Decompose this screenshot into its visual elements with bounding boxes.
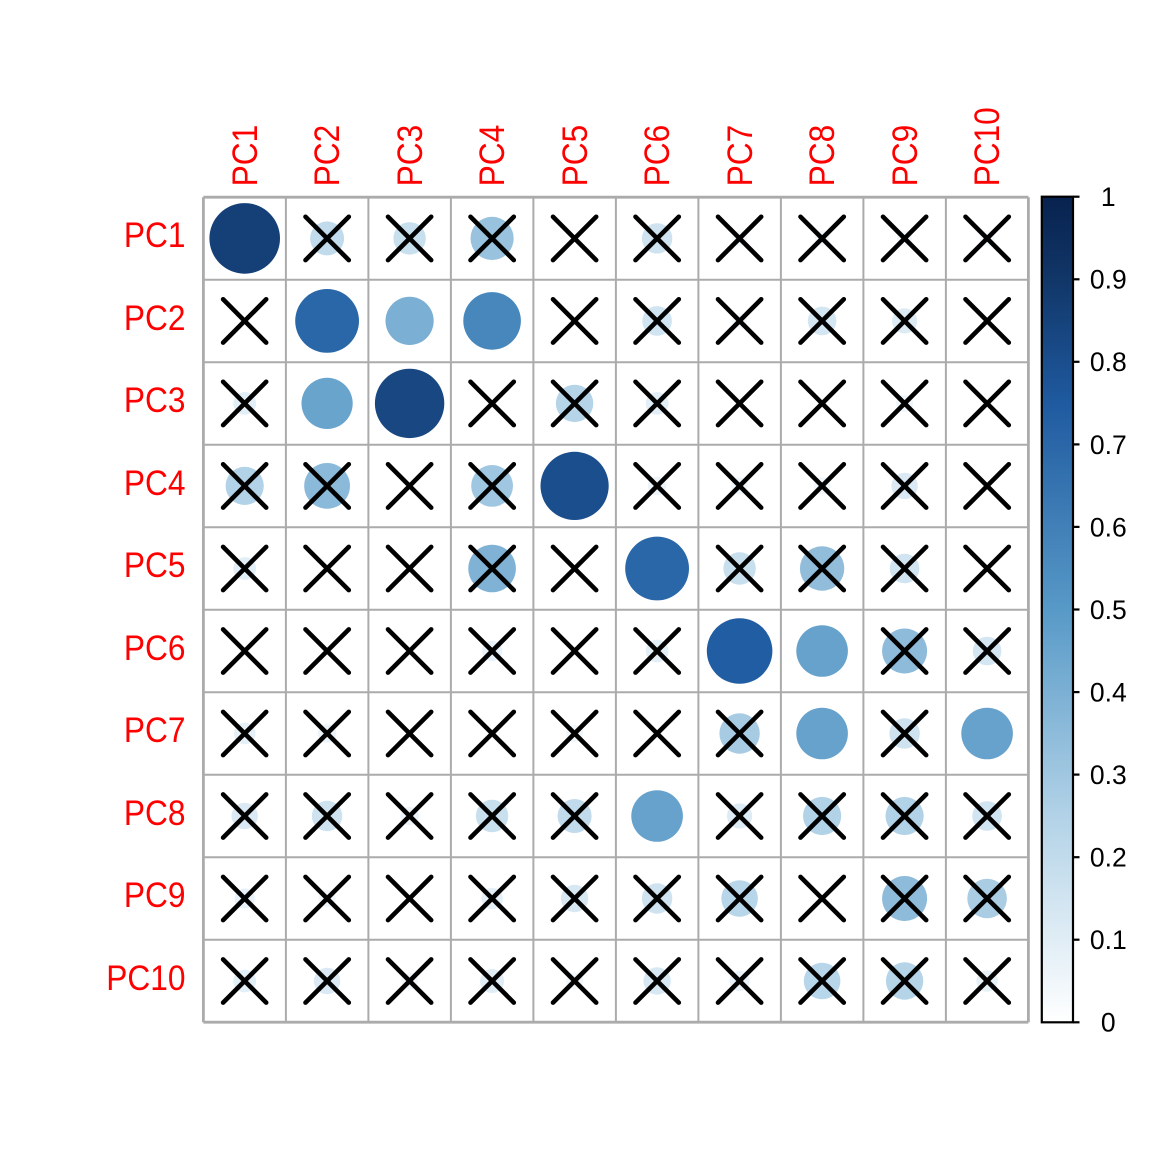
svg-text:PC6: PC6 (637, 125, 677, 187)
svg-text:PC9: PC9 (885, 125, 925, 187)
svg-text:PC1: PC1 (225, 125, 265, 187)
svg-text:PC4: PC4 (472, 125, 512, 187)
svg-text:PC7: PC7 (124, 710, 186, 750)
svg-text:PC3: PC3 (124, 380, 186, 420)
svg-text:0.8: 0.8 (1090, 347, 1127, 377)
svg-text:0: 0 (1101, 1008, 1116, 1038)
svg-text:0.9: 0.9 (1090, 265, 1127, 295)
svg-text:0.7: 0.7 (1090, 430, 1127, 460)
svg-text:PC6: PC6 (124, 628, 186, 668)
svg-text:PC8: PC8 (124, 793, 186, 833)
svg-text:0.6: 0.6 (1090, 512, 1127, 542)
svg-text:PC9: PC9 (124, 875, 186, 915)
svg-text:PC5: PC5 (555, 125, 595, 187)
svg-text:0.3: 0.3 (1090, 760, 1127, 790)
svg-text:PC2: PC2 (307, 125, 347, 187)
svg-text:PC10: PC10 (106, 958, 185, 998)
svg-text:PC4: PC4 (124, 463, 186, 503)
svg-text:PC5: PC5 (124, 545, 186, 585)
svg-text:PC1: PC1 (124, 215, 186, 255)
svg-text:PC10: PC10 (967, 107, 1007, 186)
svg-text:PC3: PC3 (390, 125, 430, 187)
svg-text:0.2: 0.2 (1090, 843, 1127, 873)
svg-text:0.1: 0.1 (1090, 925, 1127, 955)
svg-text:PC7: PC7 (720, 125, 760, 187)
svg-text:1: 1 (1101, 182, 1116, 212)
svg-text:PC8: PC8 (802, 125, 842, 187)
svg-text:0.5: 0.5 (1090, 595, 1127, 625)
svg-text:0.4: 0.4 (1090, 678, 1127, 708)
svg-text:PC2: PC2 (124, 298, 186, 338)
